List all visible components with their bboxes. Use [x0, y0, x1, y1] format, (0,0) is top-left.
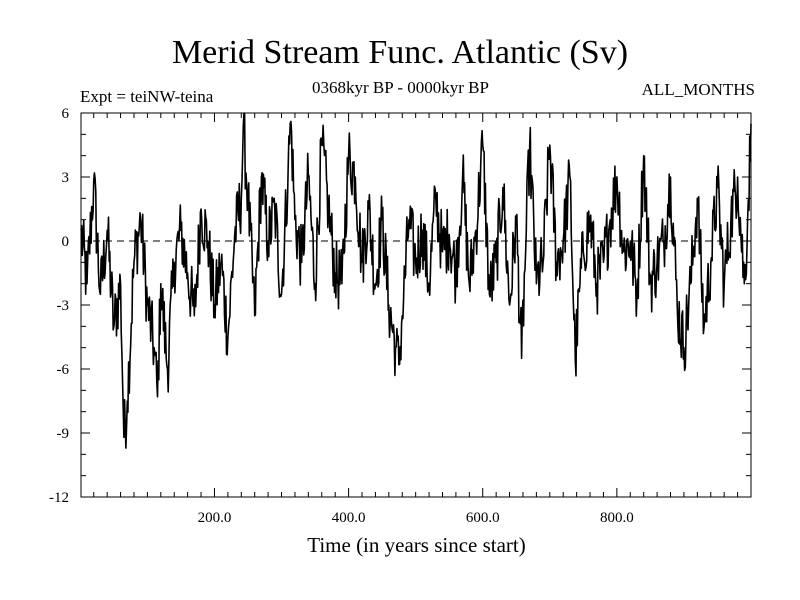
y-tick-label: 6 — [62, 106, 70, 122]
x-tick-label: 800.0 — [600, 510, 634, 526]
experiment-label: Expt = teiNW-teina — [80, 87, 214, 106]
y-tick-label: 3 — [62, 170, 70, 186]
y-tick-label: -6 — [57, 362, 70, 378]
y-tick-label: -9 — [57, 426, 70, 442]
x-tick-label: 400.0 — [332, 510, 366, 526]
y-tick-label: -3 — [57, 298, 70, 314]
x-tick-label: 200.0 — [198, 510, 232, 526]
period-label: 0368kyr BP - 0000kyr BP — [312, 78, 489, 97]
x-axis-label: Time (in years since start) — [307, 533, 526, 557]
chart-title: Merid Stream Func. Atlantic (Sv) — [171, 34, 629, 71]
tick-labels: 200.0 400.0 600.0 800.0 -12 -9 -6 -3 0 3 6 — [49, 106, 634, 526]
plot-frame — [80, 112, 752, 498]
months-label: ALL_MONTHS — [641, 80, 755, 99]
tick-marks — [81, 113, 751, 497]
series-line — [80, 112, 752, 449]
y-tick-label: 0 — [62, 234, 70, 250]
x-tick-label: 600.0 — [466, 510, 500, 526]
y-tick-label: -12 — [49, 490, 69, 506]
